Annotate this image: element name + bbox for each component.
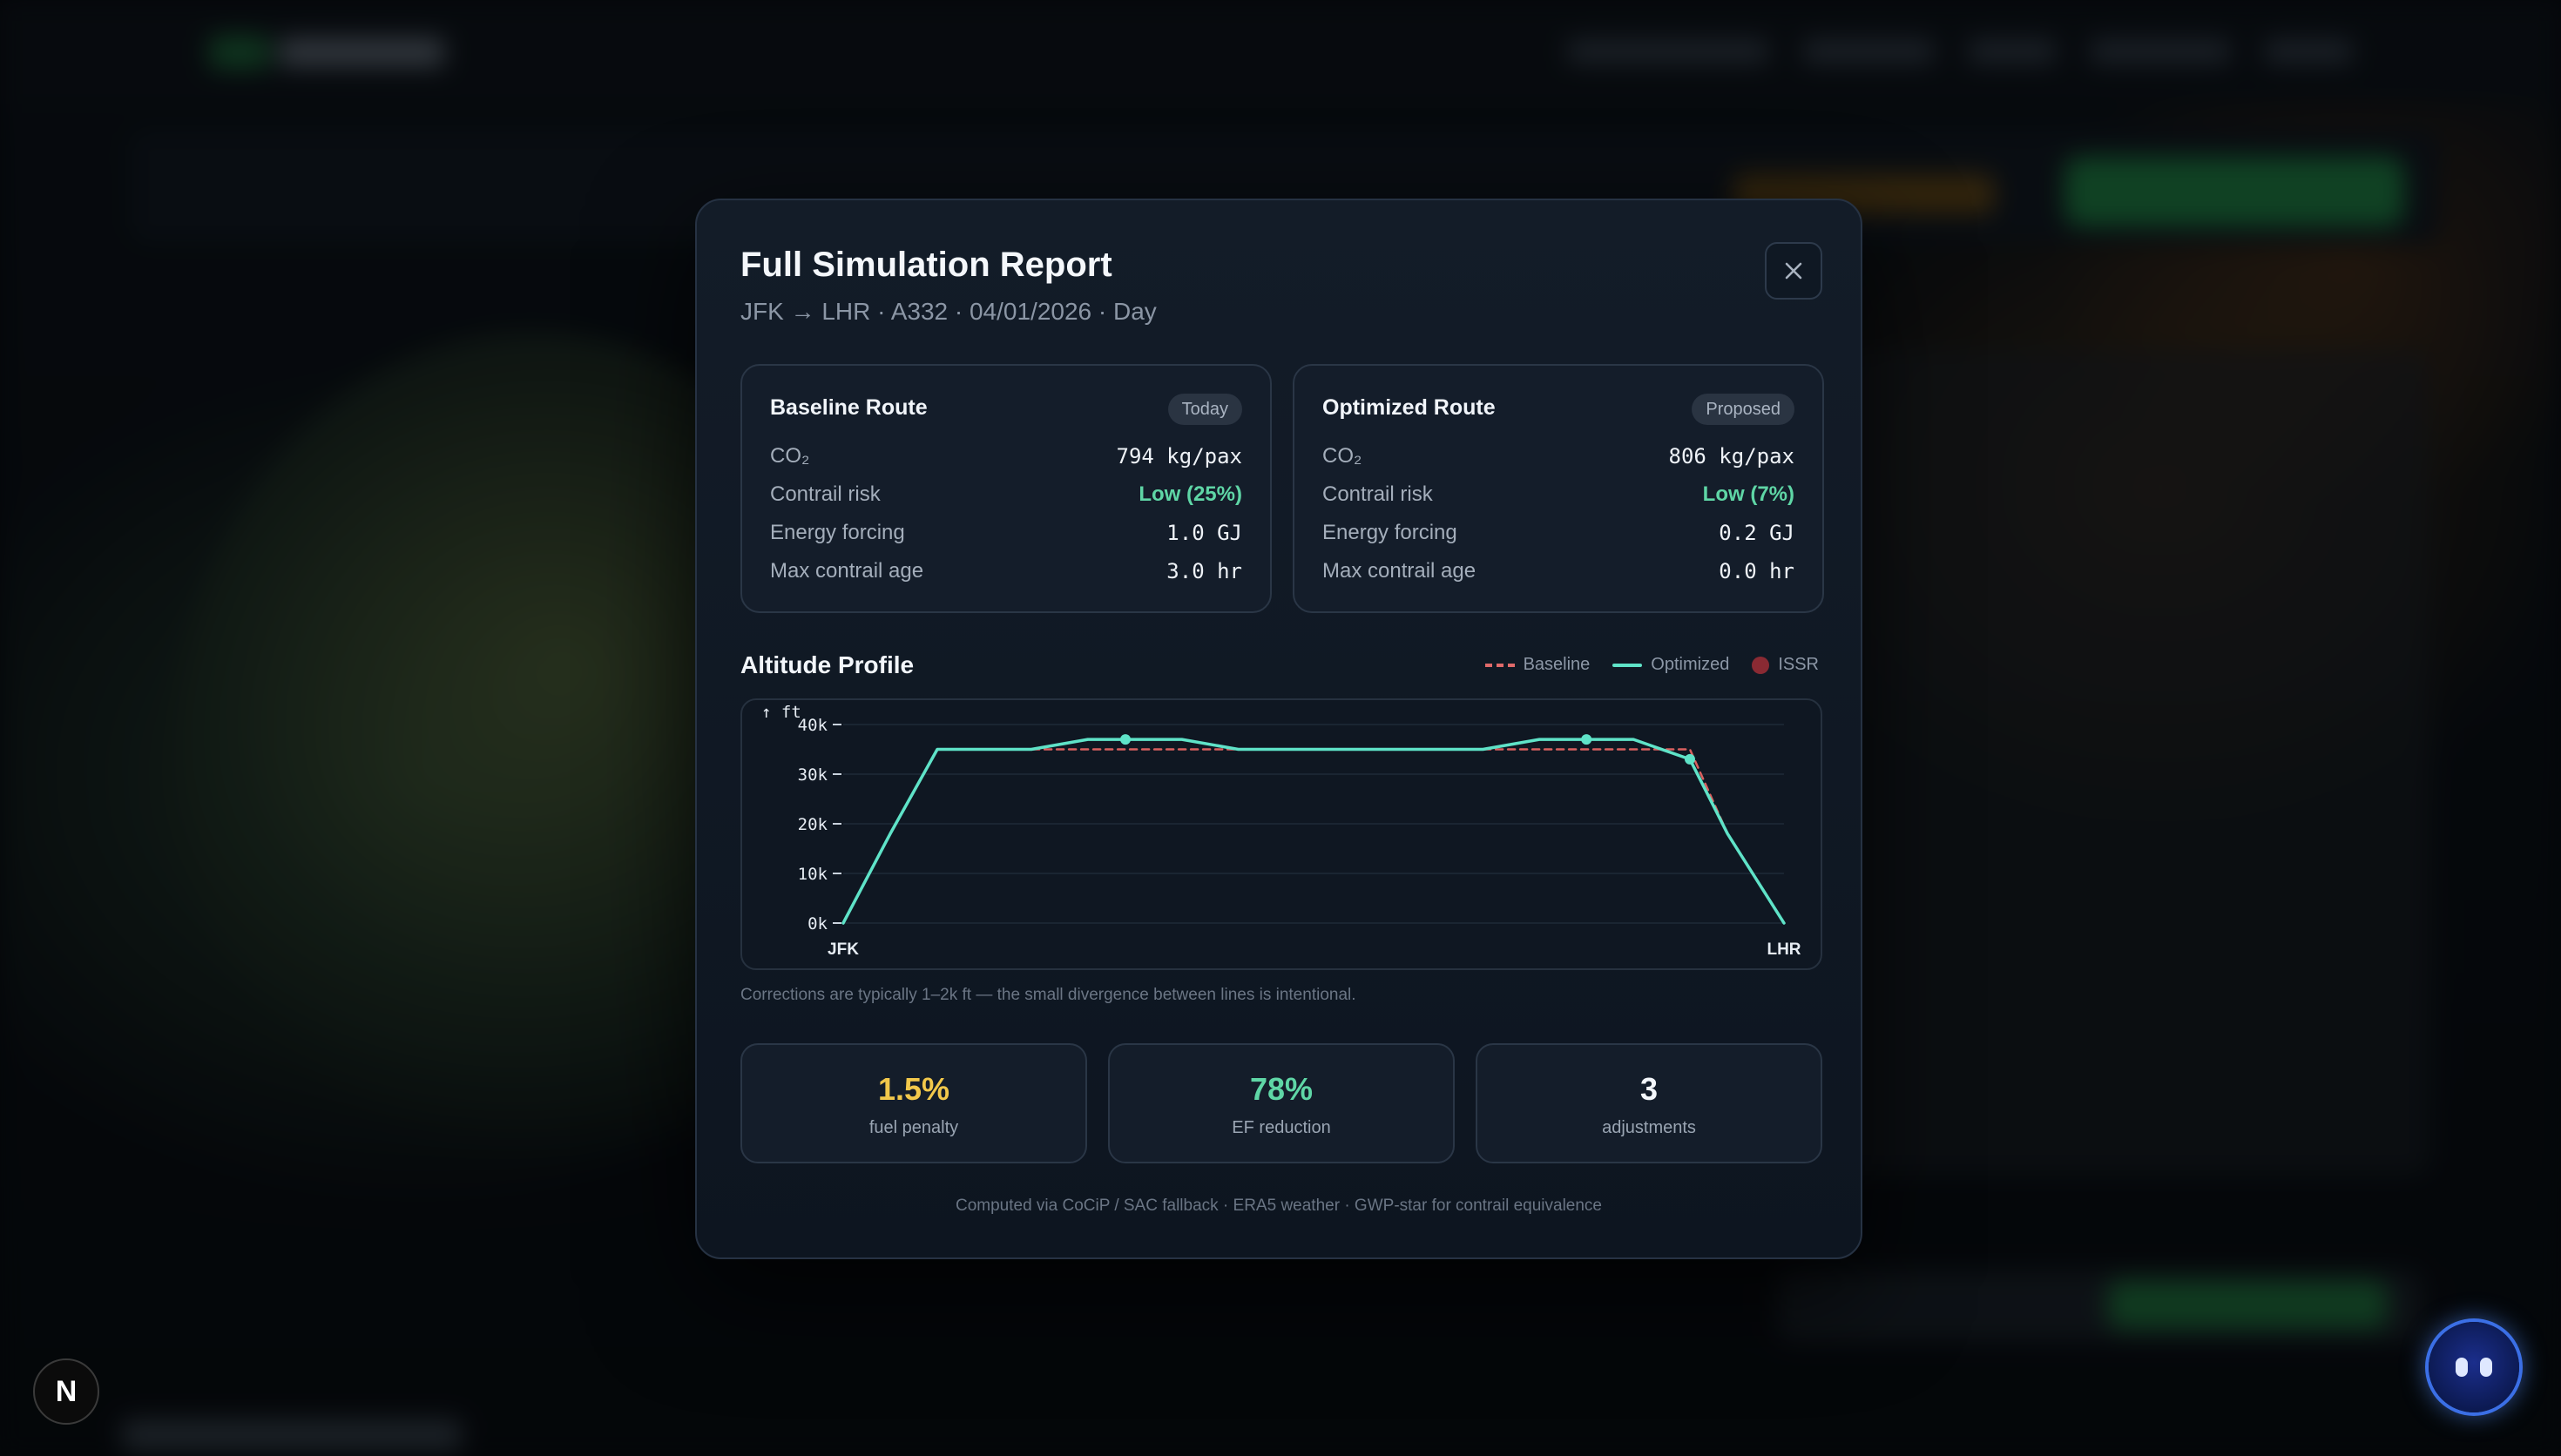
modal-subtitle: JFK → LHR · A332 · 04/01/2026 · Day bbox=[740, 298, 1157, 325]
metric-value: 0.2 GJ bbox=[1719, 521, 1794, 545]
methodology-footer: Computed via CoCiP / SAC fallback · ERA5… bbox=[955, 1196, 1602, 1215]
y-tick-label: 20k bbox=[798, 815, 828, 834]
metric-label: Max contrail age bbox=[1322, 559, 1476, 583]
metric-label: Energy forcing bbox=[1322, 521, 1457, 544]
legend-issr: ISSR bbox=[1752, 655, 1819, 675]
legend-label: ISSR bbox=[1778, 655, 1819, 674]
card-title: Baseline Route bbox=[770, 395, 928, 420]
next-dev-badge[interactable]: N bbox=[33, 1358, 99, 1425]
metric-label: Max contrail age bbox=[770, 559, 924, 583]
x-label-destination: LHR bbox=[1767, 940, 1801, 959]
metric-row-max-contrail-age: Max contrail age 0.0 hr bbox=[1322, 556, 1794, 587]
y-axis-label: ↑ ft bbox=[761, 703, 801, 722]
legend-label: Optimized bbox=[1651, 655, 1730, 674]
altitude-chart: 0k 10k 20k 30k 40k ↑ ft JFK LHR bbox=[740, 698, 1822, 970]
adjustment-point bbox=[1120, 734, 1131, 745]
close-button[interactable] bbox=[1765, 242, 1822, 300]
x-label-origin: JFK bbox=[828, 940, 859, 959]
metric-value: 0.0 hr bbox=[1719, 559, 1794, 583]
baseline-route-card: Baseline Route Today CO₂ 794 kg/pax Cont… bbox=[740, 364, 1272, 613]
chart-note: Corrections are typically 1–2k ft — the … bbox=[740, 986, 1356, 1004]
altitude-profile-title: Altitude Profile bbox=[740, 651, 915, 678]
stat-ef-reduction: 78% EF reduction bbox=[1108, 1043, 1455, 1163]
assistant-bot-icon[interactable] bbox=[2429, 1322, 2519, 1412]
metric-row-contrail-risk: Contrail risk Low (25%) bbox=[770, 479, 1242, 510]
dot-icon bbox=[1752, 656, 1770, 674]
optimized-route-card: Optimized Route Proposed CO₂ 806 kg/pax … bbox=[1293, 364, 1824, 613]
card-title: Optimized Route bbox=[1322, 395, 1496, 420]
stat-label: adjustments bbox=[1602, 1118, 1696, 1137]
altitude-chart-svg: 0k 10k 20k 30k 40k↑ ft JFK LHR bbox=[761, 703, 1801, 959]
modal-title: Full Simulation Report bbox=[740, 246, 1112, 284]
stat-adjustments: 3 adjustments bbox=[1476, 1043, 1822, 1163]
chart-legend: Baseline Optimized ISSR bbox=[1484, 655, 1819, 675]
status-badge: Today bbox=[1167, 394, 1242, 425]
metric-value: Low (7%) bbox=[1702, 482, 1794, 506]
simulation-report-modal: Full Simulation Report JFK → LHR · A332 … bbox=[695, 199, 1862, 1259]
stat-value: 1.5% bbox=[877, 1071, 950, 1107]
metric-value: 3.0 hr bbox=[1166, 559, 1242, 583]
dashed-line-icon bbox=[1484, 663, 1515, 667]
metric-label: CO₂ bbox=[1322, 444, 1362, 468]
metric-label: Energy forcing bbox=[770, 521, 905, 544]
metric-row-max-contrail-age: Max contrail age 3.0 hr bbox=[770, 556, 1242, 587]
y-tick-label: 10k bbox=[798, 865, 828, 884]
metric-row-energy-forcing: Energy forcing 1.0 GJ bbox=[770, 517, 1242, 549]
metric-label: Contrail risk bbox=[1322, 482, 1433, 506]
series-line-baseline bbox=[841, 748, 1786, 925]
legend-baseline: Baseline bbox=[1484, 655, 1591, 675]
metric-label: Contrail risk bbox=[770, 482, 881, 506]
stat-fuel-penalty: 1.5% fuel penalty bbox=[740, 1043, 1087, 1163]
metric-value: Low (25%) bbox=[1139, 482, 1242, 506]
metric-row-energy-forcing: Energy forcing 0.2 GJ bbox=[1322, 517, 1794, 549]
stat-label: fuel penalty bbox=[868, 1118, 959, 1137]
series-line-optimized bbox=[841, 738, 1786, 925]
metric-row-co2: CO₂ 806 kg/pax bbox=[1322, 441, 1794, 472]
stat-value: 78% bbox=[1249, 1071, 1314, 1107]
metric-row-contrail-risk: Contrail risk Low (7%) bbox=[1322, 479, 1794, 510]
stat-value: 3 bbox=[1639, 1071, 1659, 1107]
metric-label: CO₂ bbox=[770, 444, 810, 468]
y-tick-label: 0k bbox=[807, 914, 828, 934]
adjustment-point bbox=[1685, 753, 1695, 765]
adjustment-point bbox=[1581, 734, 1592, 745]
legend-optimized: Optimized bbox=[1612, 655, 1729, 675]
metric-row-co2: CO₂ 794 kg/pax bbox=[770, 441, 1242, 472]
close-icon bbox=[1785, 262, 1802, 280]
metric-value: 806 kg/pax bbox=[1668, 444, 1795, 468]
solid-line-icon bbox=[1612, 663, 1643, 667]
y-tick-label: 30k bbox=[798, 765, 828, 785]
y-tick-label: 40k bbox=[798, 716, 828, 735]
status-badge: Proposed bbox=[1692, 394, 1794, 425]
stat-label: EF reduction bbox=[1232, 1118, 1331, 1137]
metric-value: 1.0 GJ bbox=[1166, 521, 1242, 545]
legend-label: Baseline bbox=[1523, 655, 1591, 674]
metric-value: 794 kg/pax bbox=[1116, 444, 1243, 468]
